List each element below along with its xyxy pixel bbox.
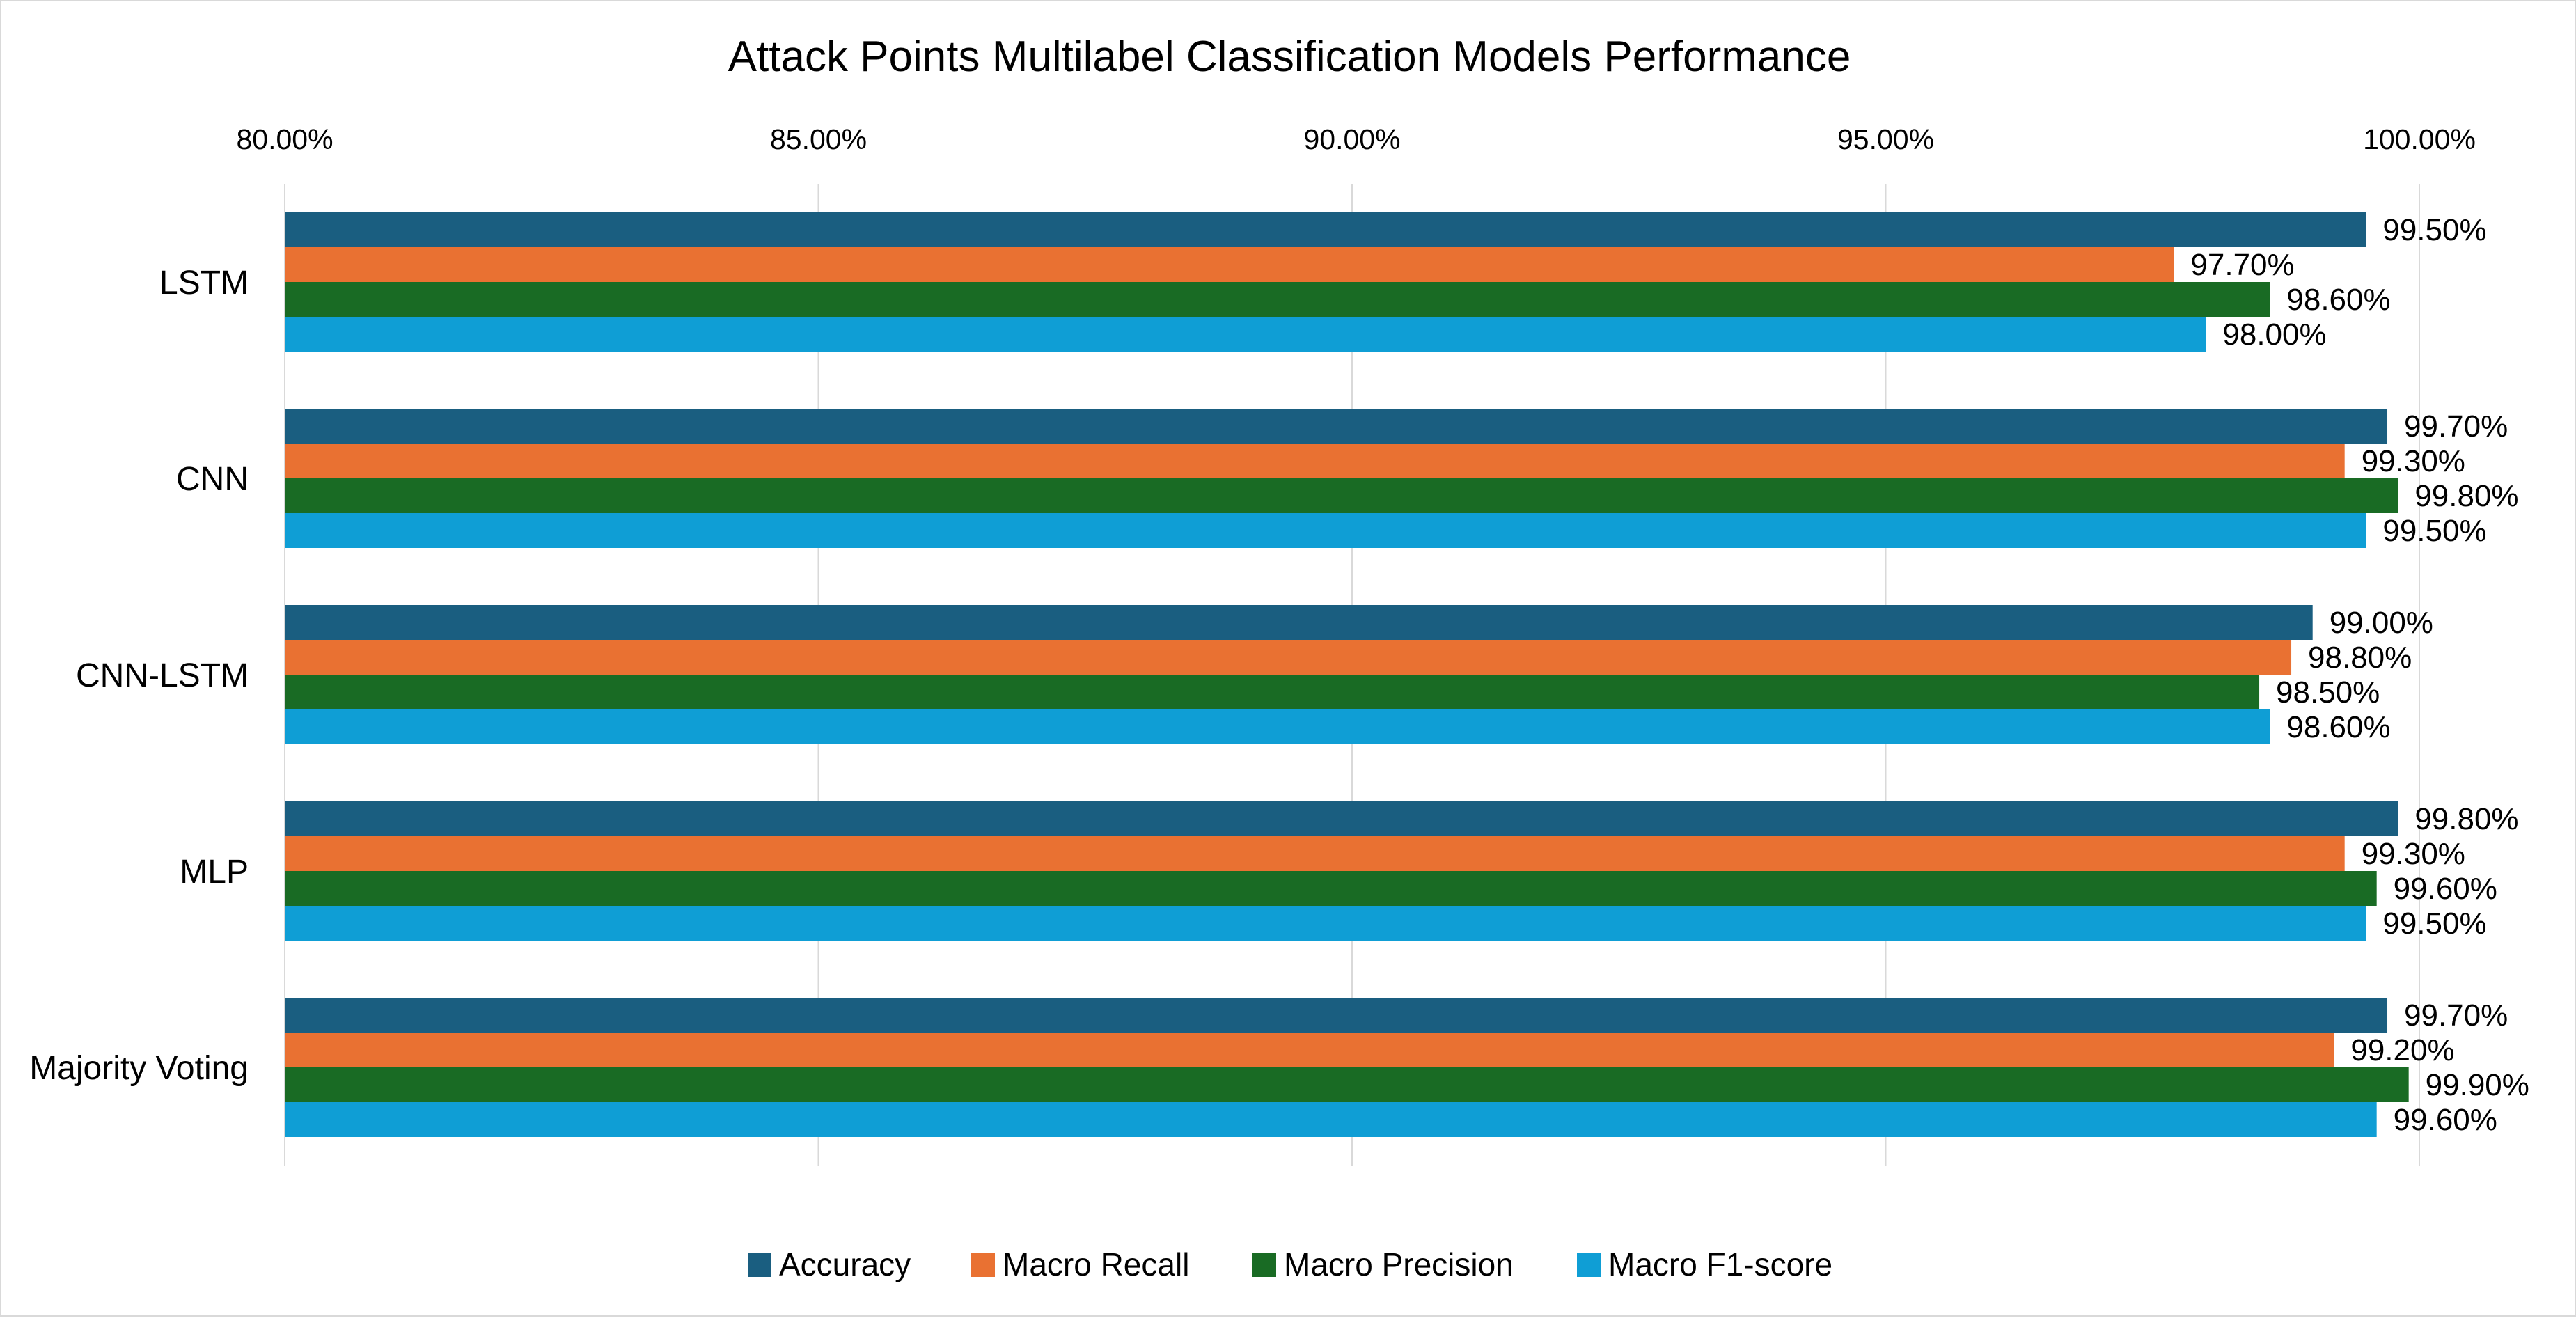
bar-cnn-lstm-macro-f1-score [285,709,2270,744]
legend-label-accuracy: Accuracy [779,1246,911,1282]
bar-lstm-macro-precision [285,282,2270,317]
bar-majority-voting-accuracy [285,998,2388,1033]
legend-label-macro-precision: Macro Precision [1284,1246,1514,1282]
bar-cnn-lstm-macro-recall [285,640,2292,675]
bar-cnn-macro-recall [285,444,2345,478]
data-label-cnn-accuracy: 99.70% [2404,409,2508,444]
data-label-majority-voting-macro-recall: 99.20% [2350,1033,2454,1067]
data-label-cnn-lstm-macro-recall: 98.80% [2308,641,2412,675]
data-labels: 99.50%97.70%98.60%98.00%99.70%99.30%99.8… [2190,213,2529,1137]
data-label-lstm-macro-f1-score: 98.00% [2222,317,2326,352]
bar-lstm-accuracy [285,212,2366,247]
bar-mlp-accuracy [285,801,2398,836]
legend-swatch-macro-recall [971,1253,995,1277]
data-label-majority-voting-accuracy: 99.70% [2404,998,2508,1033]
data-label-mlp-macro-precision: 99.60% [2394,872,2497,906]
data-label-cnn-lstm-accuracy: 99.00% [2330,606,2433,640]
x-tick-label: 95.00% [1837,123,1934,155]
x-tick-label: 100.00% [2363,123,2476,155]
data-label-majority-voting-macro-f1-score: 99.60% [2394,1103,2497,1137]
bar-cnn-macro-precision [285,478,2398,513]
data-label-lstm-macro-recall: 97.70% [2190,248,2294,282]
legend-label-macro-recall: Macro Recall [1003,1246,1189,1282]
data-label-cnn-lstm-macro-precision: 98.50% [2276,675,2380,709]
bar-majority-voting-macro-f1-score [285,1102,2377,1137]
legend-swatch-macro-f1-score [1577,1253,1601,1277]
bar-majority-voting-macro-recall [285,1033,2334,1067]
bars [285,212,2409,1137]
bar-lstm-macro-f1-score [285,317,2206,352]
data-label-cnn-macro-precision: 99.80% [2414,479,2518,513]
data-label-majority-voting-macro-precision: 99.90% [2426,1068,2529,1102]
x-axis-ticks: 80.00% 85.00% 90.00% 95.00% 100.00% [236,123,2475,155]
bar-lstm-macro-recall [285,247,2174,282]
x-tick-label: 90.00% [1303,123,1400,155]
data-label-mlp-macro-f1-score: 99.50% [2382,907,2486,941]
bar-cnn-lstm-accuracy [285,605,2313,640]
data-label-lstm-accuracy: 99.50% [2382,213,2486,247]
data-label-mlp-macro-recall: 99.30% [2362,837,2465,871]
bar-cnn-macro-f1-score [285,513,2366,548]
bar-majority-voting-macro-precision [285,1067,2409,1102]
legend-swatch-accuracy [748,1253,771,1277]
category-label-cnn: CNN [176,461,249,498]
legend-label-macro-f1-score: Macro F1-score [1608,1246,1832,1282]
bar-cnn-accuracy [285,409,2388,444]
data-label-cnn-macro-recall: 99.30% [2362,444,2465,478]
chart-title: Attack Points Multilabel Classification … [728,33,1851,81]
x-tick-label: 85.00% [770,123,867,155]
legend-swatch-macro-precision [1252,1253,1276,1277]
data-label-lstm-macro-precision: 98.60% [2286,283,2390,317]
bar-mlp-macro-precision [285,871,2377,906]
bar-mlp-macro-recall [285,836,2345,871]
bar-cnn-lstm-macro-precision [285,675,2260,709]
data-label-cnn-macro-f1-score: 99.50% [2382,514,2486,548]
data-label-cnn-lstm-macro-f1-score: 98.60% [2286,710,2390,744]
category-label-lstm: LSTM [159,265,249,301]
category-labels: LSTM CNN CNN-LSTM MLP Majority Voting [29,265,249,1087]
category-label-cnn-lstm: CNN-LSTM [76,657,249,694]
bar-mlp-macro-f1-score [285,906,2366,941]
category-label-majority-voting: Majority Voting [29,1050,249,1087]
x-tick-label: 80.00% [236,123,333,155]
legend: Accuracy Macro Recall Macro Precision Macro… [748,1246,1832,1282]
category-label-mlp: MLP [180,854,249,891]
data-label-mlp-accuracy: 99.80% [2414,802,2518,836]
